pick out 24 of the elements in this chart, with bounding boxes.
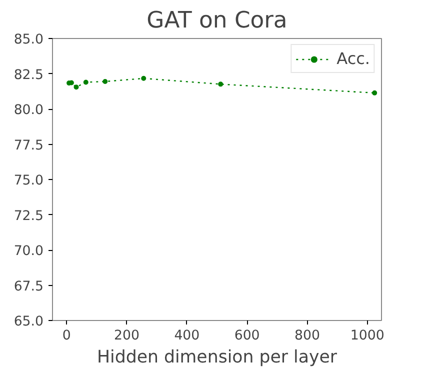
point <box>372 90 378 96</box>
x-tick-label: 600 <box>234 328 260 344</box>
y-tick-label: 82.5 <box>14 68 44 83</box>
y-tick-label: 70.0 <box>14 244 44 259</box>
y-tick-label: 85.0 <box>14 32 44 48</box>
point <box>218 82 224 87</box>
y-tick-label: 65.0 <box>14 314 44 330</box>
point <box>74 84 79 90</box>
x-tick-label: 1000 <box>350 328 384 344</box>
point <box>141 76 146 81</box>
y-tick-label: 77.5 <box>14 138 44 154</box>
point <box>102 79 108 84</box>
x-tick-label: 800 <box>294 328 320 344</box>
y-tick-label: 67.5 <box>14 279 44 294</box>
x-tick-label: 200 <box>114 328 140 344</box>
chart-title: GAT on Cora <box>146 8 288 34</box>
y-tick-label: 80.0 <box>14 103 44 118</box>
x-tick-label: 400 <box>174 328 200 344</box>
y-tick-label: 75.0 <box>14 174 44 188</box>
x-tick-label: 0 <box>62 328 71 344</box>
legend-label: Acc. <box>336 49 370 68</box>
y-tick-label: 72.5 <box>14 208 44 224</box>
x-axis-title: Hidden dimension per layer <box>96 348 338 368</box>
point <box>83 80 88 85</box>
